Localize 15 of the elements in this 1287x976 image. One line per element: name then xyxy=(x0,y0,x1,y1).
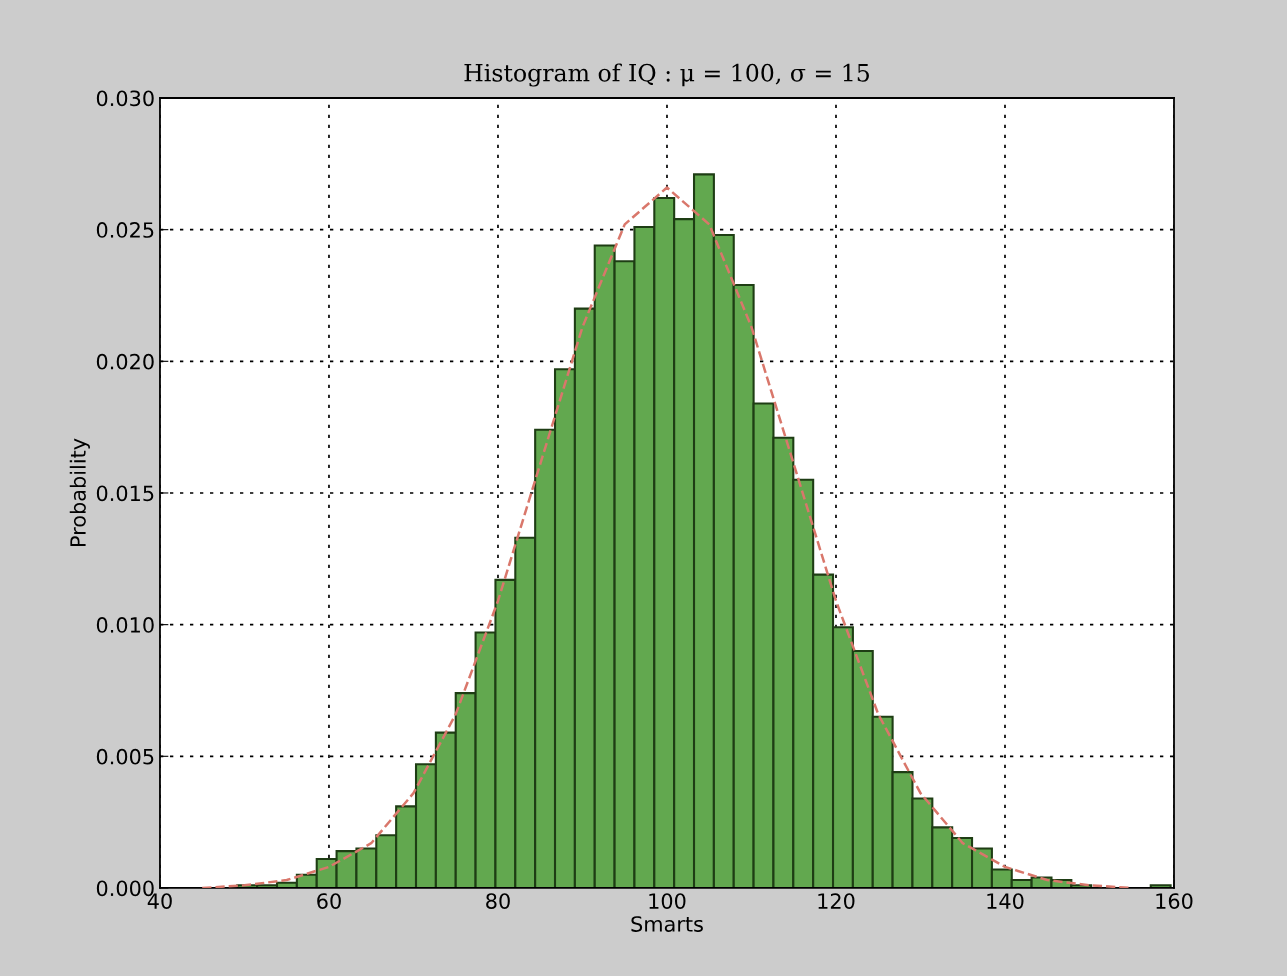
y-tick-label: 0.005 xyxy=(96,748,154,765)
y-tick-label: 0.020 xyxy=(96,353,154,370)
chart-title: Histogram of IQ : μ = 100, σ = 15 xyxy=(464,63,869,87)
y-tick-label: 0.010 xyxy=(96,617,154,633)
x-tick-label: 160 xyxy=(1156,893,1193,909)
y-tick-label: 0.015 xyxy=(96,485,154,502)
x-tick-label: 60 xyxy=(317,893,341,909)
y-tick-label: 0.030 xyxy=(96,90,154,107)
y-axis-title: Probability xyxy=(69,438,90,546)
x-tick-label: 140 xyxy=(987,893,1024,909)
x-axis-title: Smarts xyxy=(631,916,703,932)
x-tick-label: 100 xyxy=(649,893,686,909)
x-tick-label: 120 xyxy=(818,893,855,909)
y-tick-label: 0.025 xyxy=(96,222,154,238)
x-tick-label: 80 xyxy=(486,893,510,909)
